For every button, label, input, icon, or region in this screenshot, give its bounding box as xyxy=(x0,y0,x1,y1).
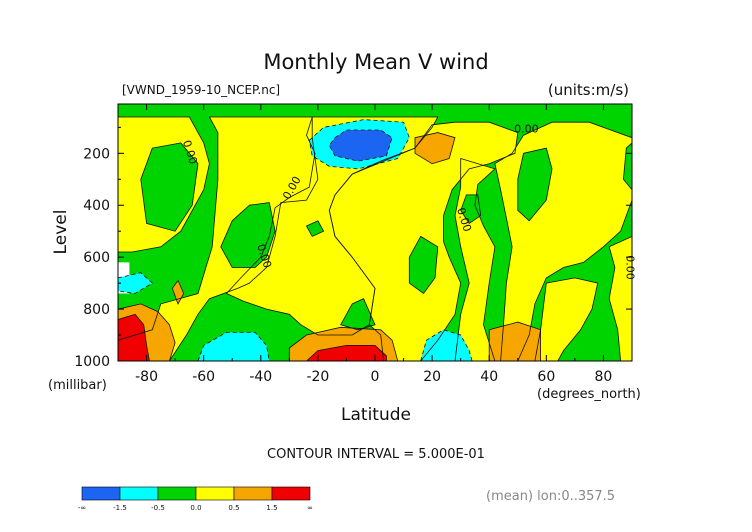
contour-region-orange xyxy=(415,132,455,164)
contour-line xyxy=(622,142,632,191)
contour-interval-note: CONTOUR INTERVAL = 5.000E-01 xyxy=(267,447,485,462)
y-tick-label: 200 xyxy=(83,146,110,162)
contour-line xyxy=(340,298,376,331)
contour-region-cyan xyxy=(118,272,153,294)
x-tick-label: 40 xyxy=(480,369,498,385)
contour-line xyxy=(328,121,519,361)
contour-line xyxy=(288,326,399,361)
contour-line xyxy=(414,132,456,165)
contour-region-green xyxy=(140,142,198,232)
x-unit-label: (degrees_north) xyxy=(537,387,641,402)
colorbar-swatch xyxy=(233,486,273,501)
contour-fill-layer xyxy=(118,104,632,361)
x-tick-label: 0 xyxy=(371,369,380,385)
contour-line xyxy=(494,121,632,361)
colorbar-label: -∞ xyxy=(78,504,86,512)
x-tick-label: -20 xyxy=(306,369,329,385)
y-tick-label: 1000 xyxy=(74,354,110,370)
x-tick-label: 80 xyxy=(595,369,613,385)
y-tick-label: 400 xyxy=(83,198,110,214)
colorbar-label: 0.0 xyxy=(190,504,201,512)
colorbar-label: -0.5 xyxy=(151,504,165,512)
y-tick-label: 600 xyxy=(83,250,110,266)
contour-line xyxy=(517,147,553,222)
contour-line xyxy=(608,235,632,361)
contour-line xyxy=(420,329,473,361)
x-tick-label: 20 xyxy=(423,369,441,385)
contour-line xyxy=(118,303,176,361)
colorbar: -∞ -1.5 -0.5 0.0 0.5 1.5 ∞ xyxy=(78,486,313,512)
colorbar-swatch xyxy=(81,486,121,501)
contour-line xyxy=(408,235,439,295)
colorbar-label: -1.5 xyxy=(113,504,127,512)
contour-line xyxy=(328,129,393,162)
source-label: [VWND_1959-10_NCEP.nc] xyxy=(122,83,280,97)
y-unit-label: (millibar) xyxy=(48,378,107,393)
contour-label: 0.00 xyxy=(514,123,539,136)
chart-title: Monthly Mean V wind xyxy=(263,50,488,74)
x-axis: -80 -60 -40 -20 0 20 40 60 80 xyxy=(117,104,633,385)
mean-note: (mean) lon:0..357.5 xyxy=(486,489,615,504)
colorbar-swatch xyxy=(157,486,197,501)
contour-line-layer xyxy=(118,116,632,361)
contour-line xyxy=(118,313,150,361)
x-tick-label: -80 xyxy=(135,369,158,385)
contour-region-green xyxy=(220,202,276,268)
x-tick-label: -60 xyxy=(192,369,215,385)
contour-region-green xyxy=(306,220,324,237)
units-label: (units:m/s) xyxy=(548,81,629,99)
contour-region-yellow xyxy=(226,117,438,335)
contour-line xyxy=(140,142,199,232)
contour-line xyxy=(220,202,276,268)
contour-region-green xyxy=(409,236,438,294)
colorbar-label: 0.5 xyxy=(228,504,239,512)
contour-line xyxy=(118,116,319,361)
contour-region-cyan xyxy=(420,329,473,361)
y-axis-label: Level xyxy=(51,210,71,255)
contour-line xyxy=(171,279,185,305)
contour-region-yellow xyxy=(118,117,318,361)
contour-region-green xyxy=(340,298,375,330)
x-tick-label: 60 xyxy=(537,369,555,385)
x-tick-label: -40 xyxy=(249,369,272,385)
contour-line xyxy=(534,277,599,361)
contour-region-orange xyxy=(489,322,541,361)
colorbar-label: 1.5 xyxy=(266,504,277,512)
contour-region-green xyxy=(517,148,552,221)
contour-region-red xyxy=(118,314,150,361)
contour-region-blue xyxy=(329,130,393,162)
contour-line xyxy=(197,331,270,361)
y-axis: 200 400 600 800 1000 xyxy=(74,126,632,370)
contour-label: 0.00 xyxy=(623,255,636,280)
contour-line xyxy=(460,194,482,224)
colorbar-swatch xyxy=(195,486,235,501)
colorbar-swatch xyxy=(271,486,311,501)
contour-line xyxy=(118,116,210,253)
contour-line xyxy=(305,220,325,237)
contour-region-green xyxy=(623,142,632,190)
contour-line xyxy=(305,344,387,361)
contour-region-cyan xyxy=(198,332,270,361)
x-axis-label: Latitude xyxy=(341,405,411,425)
colorbar-swatch xyxy=(119,486,159,501)
colorbar-label: ∞ xyxy=(307,504,313,512)
contour-region-yellow xyxy=(534,277,598,361)
y-tick-label: 800 xyxy=(83,302,110,318)
contour-line xyxy=(308,119,410,170)
